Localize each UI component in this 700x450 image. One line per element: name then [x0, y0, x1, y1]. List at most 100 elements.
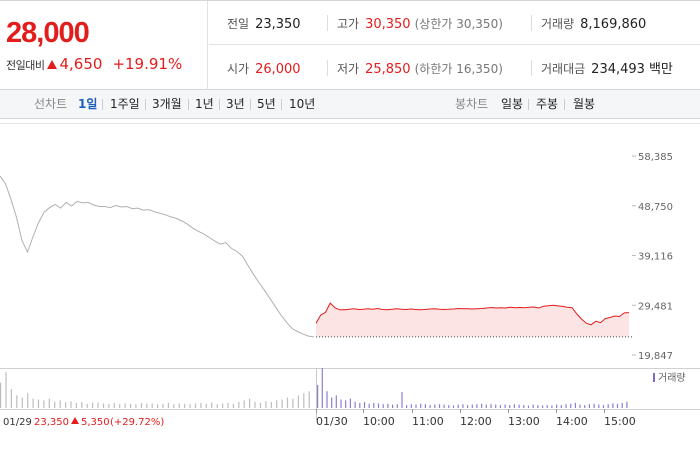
- divider: [219, 99, 220, 110]
- volume-bar: [396, 404, 398, 408]
- amount-value: 234,493: [591, 62, 645, 77]
- volume-bar: [54, 401, 56, 408]
- volume-bar: [297, 395, 299, 408]
- stat-row-1: 전일 23,350 고가 30,350 (상한가 30,350) 거래량 8,169,8…: [209, 1, 700, 45]
- volume-bar: [27, 393, 29, 408]
- volume-bar: [151, 403, 153, 408]
- candle-chart-label: 봉차트: [455, 97, 489, 111]
- period-1w[interactable]: 1주일: [110, 97, 140, 111]
- volume-bar: [92, 402, 94, 408]
- high-cell: 고가 30,350 (상한가 30,350): [337, 1, 503, 45]
- volume-bar: [354, 401, 356, 408]
- volume-bar: [593, 403, 595, 408]
- volume-bar: [523, 405, 525, 408]
- volume-bar: [406, 405, 408, 408]
- volume-bar: [113, 402, 115, 408]
- prev-date-label: 01/29: [3, 417, 32, 428]
- change-value: 4,650: [59, 55, 103, 73]
- volume-bar: [124, 403, 126, 408]
- volume-bar: [556, 404, 558, 408]
- divider: [327, 60, 328, 76]
- x-tick-label: 01/30: [316, 415, 348, 428]
- volume-bar: [377, 403, 380, 408]
- volume-bar: [227, 402, 229, 408]
- current-day-price-area: [316, 303, 629, 337]
- volume-bar: [335, 395, 337, 408]
- volume-bar: [570, 403, 572, 408]
- volume-bar: [205, 403, 207, 408]
- low-value: 25,850: [365, 62, 411, 77]
- volume-bar: [607, 404, 609, 408]
- volume-bar: [504, 404, 506, 408]
- volume-value: 8,169,860: [580, 17, 647, 32]
- chart-toolbar: 선차트 1일 1주일 3개월 1년 3년 5년 10년 봉차트 일봉 주봉 월봉: [0, 90, 700, 119]
- volume-bar: [265, 401, 267, 408]
- volume-bar: [359, 402, 361, 408]
- x-tick-label: 13:00: [508, 415, 540, 428]
- period-3y[interactable]: 3년: [226, 97, 245, 111]
- volume-bar: [467, 405, 469, 408]
- volume-bar: [434, 404, 436, 408]
- volume-label: 거래량: [541, 17, 575, 31]
- volume-bar: [462, 404, 464, 408]
- volume-bar: [602, 405, 605, 408]
- volume-bar: [574, 402, 576, 408]
- volume-bar: [75, 402, 77, 408]
- volume-bar: [373, 402, 375, 408]
- candle-weekly[interactable]: 주봉: [536, 97, 559, 111]
- volume-bar: [238, 402, 240, 408]
- volume-bar: [621, 402, 623, 408]
- volume-bar: [537, 405, 539, 408]
- stat-row-2: 시가 26,000 저가 25,850 (하한가 16,350) 거래대금 234,49…: [209, 46, 700, 90]
- volume-bar: [259, 402, 262, 408]
- volume-bar: [65, 402, 67, 408]
- volume-legend-swatch: [653, 373, 655, 382]
- prev-change-text: 5,350: [81, 417, 110, 428]
- period-3m[interactable]: 3개월: [152, 97, 182, 111]
- volume-bar: [303, 393, 305, 408]
- volume-legend: 거래량: [658, 372, 686, 384]
- volume-bar: [420, 403, 422, 408]
- prev-close-value: 23,350: [255, 17, 301, 32]
- candle-daily[interactable]: 일봉: [501, 97, 524, 111]
- volume-bar: [97, 402, 99, 408]
- open-value: 26,000: [255, 62, 301, 77]
- volume-bar: [243, 400, 245, 408]
- volume-bar: [292, 398, 294, 408]
- x-tick-label: 14:00: [556, 415, 588, 428]
- x-tick-label: 12:00: [460, 415, 492, 428]
- period-1y[interactable]: 1년: [195, 97, 214, 111]
- volume-bar: [616, 403, 619, 408]
- price-chart[interactable]: 58,385 48,750 39,116 29,481 19,847 01/30 10:0…: [0, 120, 700, 450]
- divider: [531, 15, 532, 31]
- volume-bar: [490, 404, 492, 408]
- prev-up-triangle-icon: [71, 417, 79, 424]
- volume-bar: [579, 404, 581, 408]
- high-label: 고가: [337, 17, 360, 31]
- y-tick-label: 29,481: [638, 301, 673, 312]
- volume-bar: [340, 399, 342, 408]
- divider: [188, 99, 189, 110]
- volume-bar: [560, 405, 562, 408]
- prev-change-pct: (+29.72%): [110, 417, 164, 428]
- period-1d[interactable]: 1일: [78, 97, 98, 111]
- period-5y[interactable]: 5년: [257, 97, 276, 111]
- volume-bar: [429, 405, 431, 408]
- open-label: 시가: [227, 62, 250, 76]
- volume-bar: [584, 405, 586, 408]
- volume-bar: [135, 404, 137, 408]
- volume-bar: [276, 400, 278, 408]
- x-tick-label: 11:00: [412, 415, 444, 428]
- volume-bar: [162, 403, 164, 408]
- volume-bar: [363, 402, 366, 408]
- candle-monthly[interactable]: 월봉: [573, 97, 596, 111]
- x-tick-label: 15:00: [604, 415, 636, 428]
- period-10y[interactable]: 10년: [289, 97, 316, 111]
- volume-bar: [59, 400, 61, 408]
- line-chart-label: 선차트: [34, 97, 68, 111]
- volume-bar: [146, 403, 148, 408]
- prev-close-text: 23,350: [34, 417, 69, 428]
- volume-bar: [211, 402, 213, 408]
- low-label: 저가: [337, 62, 360, 76]
- volume-bar: [102, 403, 105, 408]
